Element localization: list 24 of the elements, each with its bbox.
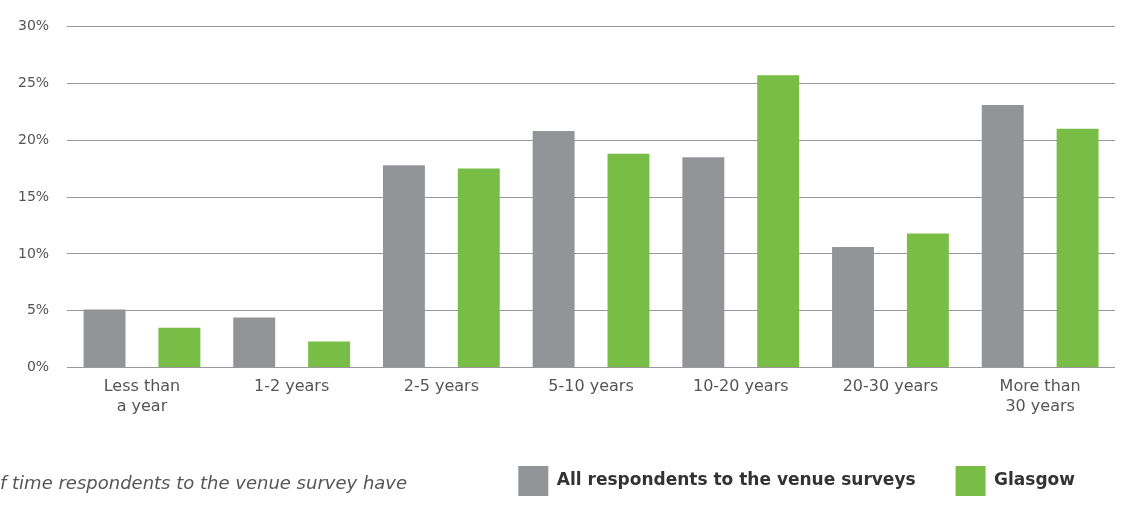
y-tick-label: 15% xyxy=(17,187,50,204)
x-tick-label: 1-2 years xyxy=(254,376,330,396)
bar xyxy=(308,341,351,368)
bar xyxy=(757,75,800,368)
bar xyxy=(1056,128,1099,368)
x-tick-label: 5-10 years xyxy=(548,376,634,396)
bar xyxy=(158,327,201,368)
text: f time respondents to the venue survey have xyxy=(0,472,408,493)
legend-label: All respondents to the venue surveys xyxy=(556,469,916,490)
y-tick-label: 30% xyxy=(17,17,50,34)
bar xyxy=(457,168,500,368)
y-tick-label: 25% xyxy=(17,73,50,90)
x-tick-label: 20-30 years xyxy=(842,376,939,396)
x-tick-label: More than 30 years xyxy=(999,376,1081,415)
y-tick-label: 20% xyxy=(17,130,50,147)
y-tick-label: 5% xyxy=(26,301,50,318)
bar xyxy=(906,233,949,368)
y-tick-label: 0% xyxy=(26,358,50,375)
y-tick-label: 10% xyxy=(17,244,50,261)
x-tick-label: Less than a year xyxy=(103,376,181,415)
x-tick-label: 10-20 years xyxy=(692,376,789,396)
bar xyxy=(607,153,650,368)
x-tick-label: 2-5 years xyxy=(403,376,479,396)
legend-label: Glasgow xyxy=(994,469,1076,490)
